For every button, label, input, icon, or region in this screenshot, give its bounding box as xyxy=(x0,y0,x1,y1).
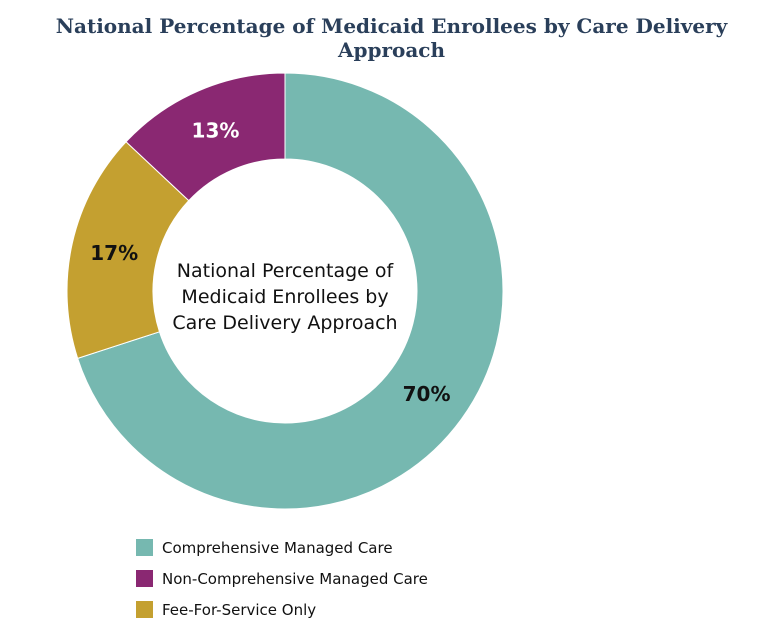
legend-item-comprehensive-managed-care: Comprehensive Managed Care xyxy=(136,532,428,563)
donut-center-label: National Percentage of Medicaid Enrollee… xyxy=(172,260,398,334)
slice-value-label: 17% xyxy=(90,241,138,265)
legend-swatch xyxy=(136,570,153,587)
slice-value-label: 70% xyxy=(403,382,451,406)
legend-label: Non-Comprehensive Managed Care xyxy=(162,569,428,588)
legend-label: Fee-For-Service Only xyxy=(162,600,317,619)
donut-slice-labels: 70% 17% 13% xyxy=(90,118,450,405)
legend-swatch xyxy=(136,539,153,556)
donut-slice-comprehensive-managed-care xyxy=(77,72,504,510)
donut-slice-non-comprehensive-managed-care xyxy=(125,72,286,202)
legend-item-fee-for-service-only: Fee-For-Service Only xyxy=(136,594,428,625)
legend-label: Comprehensive Managed Care xyxy=(162,538,393,557)
chart-legend: Comprehensive Managed Care Non-Comprehen… xyxy=(136,532,428,625)
donut-slices xyxy=(66,72,504,510)
legend-item-non-comprehensive-managed-care: Non-Comprehensive Managed Care xyxy=(136,563,428,594)
slice-value-label: 13% xyxy=(192,118,240,142)
legend-swatch xyxy=(136,601,153,618)
chart-title: National Percentage of Medicaid Enrollee… xyxy=(55,14,728,62)
